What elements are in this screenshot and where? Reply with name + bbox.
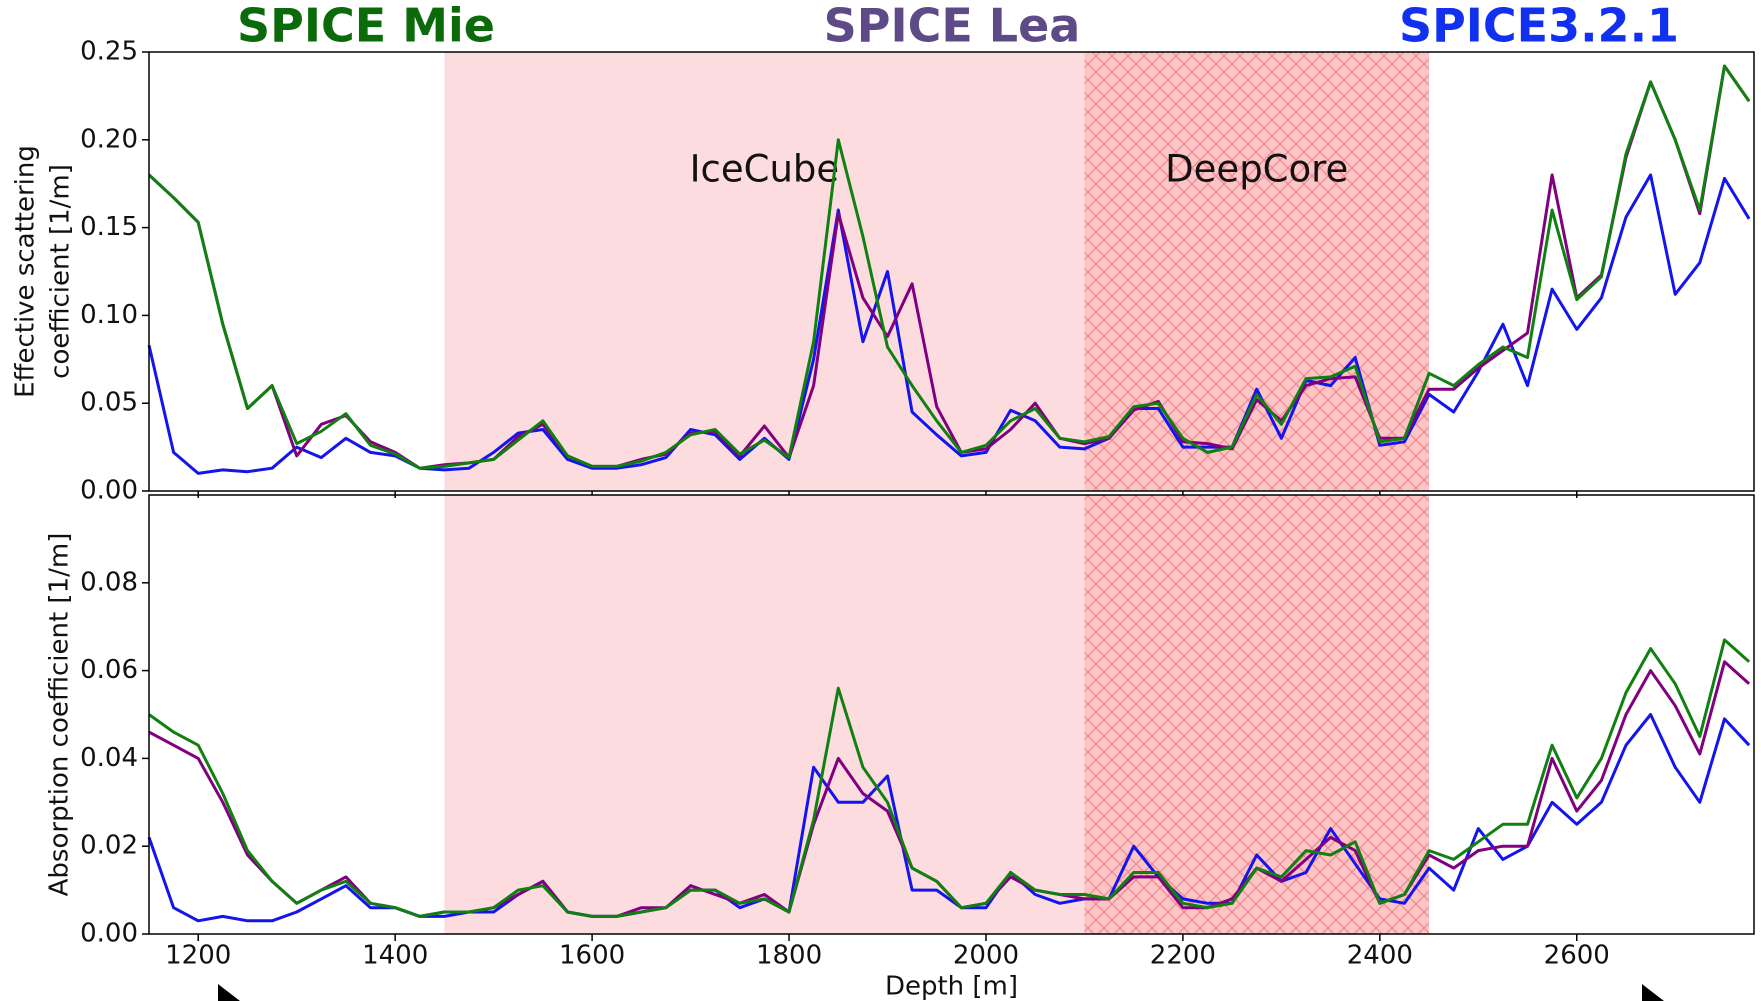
- x-tick-label: 1200: [165, 941, 231, 971]
- y-axis-label: Effective scattering: [11, 145, 41, 398]
- region-label: DeepCore: [1165, 148, 1348, 191]
- y-tick-label: 0.10: [80, 300, 138, 330]
- y-tick-label: 0.02: [80, 831, 138, 861]
- series-line: [147, 64, 1751, 470]
- x-axis-label: Depth [m]: [885, 972, 1018, 1001]
- y-tick-label: 0.00: [80, 919, 138, 949]
- y-tick-label: 0.25: [80, 37, 138, 67]
- legend-label: SPICE3.2.1: [1399, 0, 1679, 53]
- legend-label: SPICE Mie: [237, 0, 495, 53]
- y-tick-label: 0.00: [80, 476, 138, 506]
- y-tick-label: 0.06: [80, 655, 138, 685]
- y-tick-label: 0.04: [80, 743, 138, 773]
- x-tick-label: 2000: [953, 941, 1019, 971]
- y-tick-label: 0.08: [80, 567, 138, 597]
- x-tick-label: 1400: [362, 941, 428, 971]
- legend-label: SPICE Lea: [824, 0, 1081, 53]
- y-tick-label: 0.15: [80, 212, 138, 242]
- x-tick-label: 1600: [559, 941, 625, 971]
- region: [1084, 52, 1430, 491]
- region: [444, 52, 1085, 491]
- y-axis-label: Absorption coefficient [1/m]: [45, 533, 75, 897]
- arrow: [218, 984, 240, 1001]
- axes-frame: [148, 51, 1755, 492]
- axes-frame: [148, 494, 1755, 935]
- x-tick-label: 1800: [756, 941, 822, 971]
- x-tick-label: 2400: [1347, 941, 1413, 971]
- x-tick-label: 2600: [1544, 941, 1610, 971]
- region-label: IceCube: [690, 148, 840, 191]
- series-line: [148, 638, 1751, 918]
- arrow: [1642, 984, 1664, 1001]
- y-axis-label: coefficient [1/m]: [46, 164, 76, 379]
- region: [1084, 495, 1430, 934]
- y-tick-label: 0.05: [80, 388, 138, 418]
- x-tick-label: 2200: [1150, 941, 1216, 971]
- y-tick-label: 0.20: [80, 124, 138, 154]
- region: [444, 495, 1085, 934]
